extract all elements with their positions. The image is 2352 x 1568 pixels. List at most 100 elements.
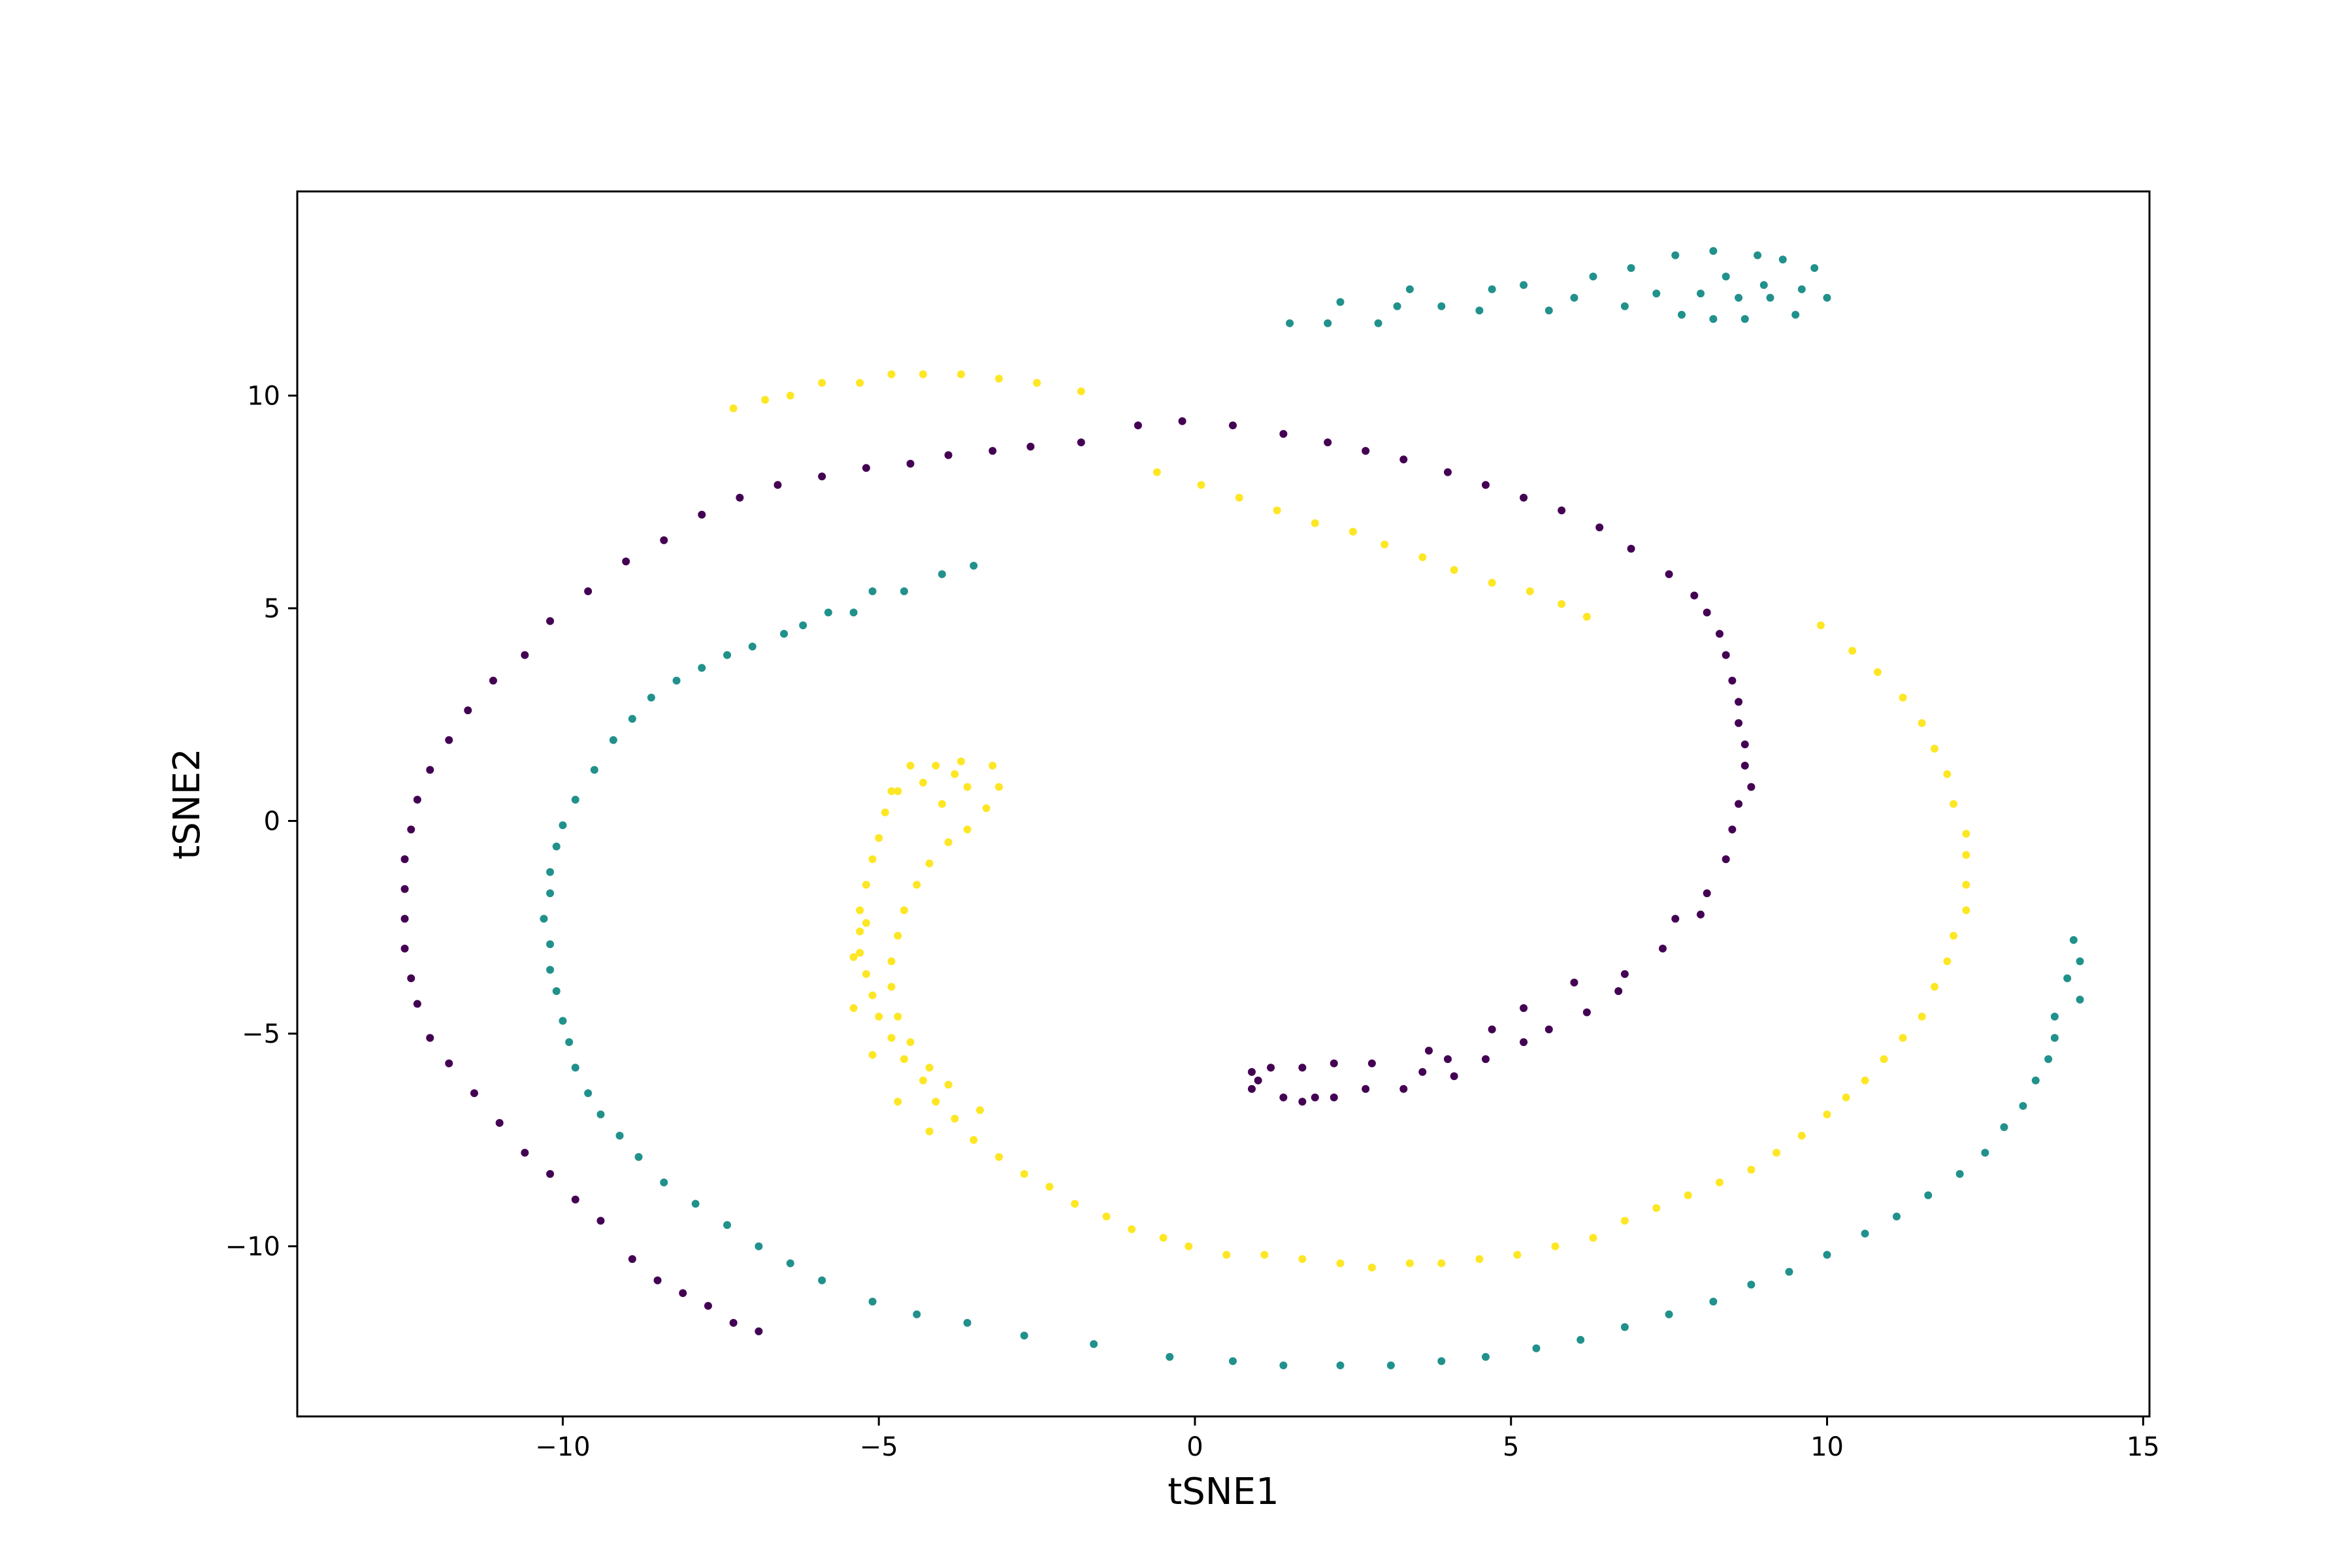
data-point bbox=[887, 787, 896, 795]
data-point bbox=[1128, 1225, 1136, 1233]
data-point bbox=[736, 493, 744, 502]
data-point bbox=[1671, 915, 1680, 923]
data-point bbox=[571, 796, 580, 804]
data-point bbox=[868, 991, 877, 1000]
data-point bbox=[1962, 851, 1970, 859]
data-point bbox=[1405, 285, 1414, 293]
y-tick-label: 10 bbox=[247, 382, 280, 412]
data-point bbox=[1671, 251, 1680, 259]
data-point bbox=[1166, 1352, 1174, 1361]
data-point bbox=[1595, 523, 1604, 532]
data-point bbox=[1077, 387, 1085, 395]
y-axis-label: tSNE2 bbox=[166, 748, 208, 859]
data-point bbox=[1627, 544, 1635, 553]
data-point bbox=[400, 944, 409, 953]
data-point bbox=[1797, 285, 1806, 293]
data-point bbox=[1235, 493, 1243, 502]
data-point bbox=[546, 1169, 554, 1178]
data-point bbox=[925, 1127, 934, 1135]
data-point bbox=[1551, 1242, 1560, 1250]
data-point bbox=[995, 374, 1003, 383]
data-point bbox=[1026, 442, 1035, 451]
data-point bbox=[868, 1051, 877, 1059]
data-point bbox=[2044, 1055, 2053, 1064]
data-point bbox=[963, 825, 972, 834]
data-point bbox=[1735, 293, 1743, 302]
data-point bbox=[1399, 1085, 1408, 1093]
data-point bbox=[1273, 506, 1281, 515]
data-point bbox=[1684, 1191, 1692, 1200]
data-point bbox=[584, 587, 593, 595]
data-point bbox=[1184, 1242, 1193, 1250]
data-point bbox=[1362, 1085, 1370, 1093]
data-point bbox=[755, 1327, 763, 1335]
data-point bbox=[1513, 1250, 1522, 1259]
data-point bbox=[1772, 1149, 1781, 1157]
data-point bbox=[546, 868, 554, 876]
data-point bbox=[951, 770, 959, 778]
data-point bbox=[1102, 1213, 1111, 1220]
data-point bbox=[1816, 621, 1825, 630]
data-point bbox=[489, 676, 497, 685]
data-point bbox=[925, 859, 934, 868]
data-point bbox=[1418, 1068, 1427, 1076]
data-point bbox=[407, 825, 416, 834]
data-point bbox=[1520, 1004, 1528, 1012]
data-point bbox=[1324, 438, 1332, 447]
data-point bbox=[647, 693, 655, 702]
data-point bbox=[1488, 285, 1496, 293]
data-point bbox=[1697, 289, 1705, 298]
data-point bbox=[571, 1196, 580, 1203]
data-point bbox=[988, 447, 997, 455]
data-point bbox=[704, 1301, 712, 1310]
data-point bbox=[1620, 970, 1629, 978]
data-point bbox=[1444, 1055, 1452, 1064]
x-tick-label: 10 bbox=[1810, 1432, 1844, 1462]
data-point bbox=[1962, 881, 1970, 889]
data-point bbox=[1627, 264, 1635, 272]
plot-area bbox=[296, 190, 2151, 1418]
data-point bbox=[1659, 944, 1667, 953]
data-point bbox=[1728, 825, 1737, 834]
data-point bbox=[1697, 910, 1705, 919]
data-point bbox=[1279, 1361, 1288, 1369]
data-point bbox=[1747, 1166, 1756, 1174]
data-point bbox=[1570, 978, 1578, 987]
data-point bbox=[868, 855, 877, 864]
data-point bbox=[590, 766, 598, 774]
data-point bbox=[1071, 1200, 1079, 1208]
data-point bbox=[1582, 613, 1591, 621]
data-point bbox=[938, 800, 946, 808]
data-point bbox=[1437, 302, 1446, 310]
data-point bbox=[824, 608, 832, 617]
data-point bbox=[470, 1089, 478, 1098]
data-point bbox=[1482, 481, 1490, 489]
data-point bbox=[1045, 1183, 1054, 1191]
data-point bbox=[995, 1152, 1003, 1161]
data-point bbox=[906, 1038, 915, 1047]
data-point bbox=[1348, 527, 1357, 536]
data-point bbox=[932, 1098, 940, 1106]
data-point bbox=[875, 834, 883, 842]
data-point bbox=[1178, 417, 1186, 425]
data-point bbox=[970, 561, 978, 570]
data-point bbox=[1620, 1323, 1629, 1331]
x-axis-label: tSNE1 bbox=[1168, 1471, 1279, 1513]
data-point bbox=[1582, 1008, 1591, 1017]
data-point bbox=[856, 949, 864, 957]
data-point bbox=[660, 1178, 668, 1186]
data-point bbox=[1380, 540, 1389, 549]
data-point bbox=[464, 706, 472, 715]
data-point bbox=[976, 1106, 984, 1115]
data-point bbox=[691, 1200, 700, 1208]
data-point bbox=[1823, 1250, 1831, 1259]
data-point bbox=[400, 885, 409, 893]
data-point bbox=[1222, 1250, 1231, 1259]
y-tick-label: 5 bbox=[264, 594, 280, 624]
data-point bbox=[849, 953, 858, 961]
data-point bbox=[1735, 698, 1743, 706]
data-point bbox=[559, 821, 567, 830]
data-point bbox=[1077, 438, 1085, 447]
data-point bbox=[672, 676, 681, 685]
data-point bbox=[1532, 1344, 1541, 1352]
